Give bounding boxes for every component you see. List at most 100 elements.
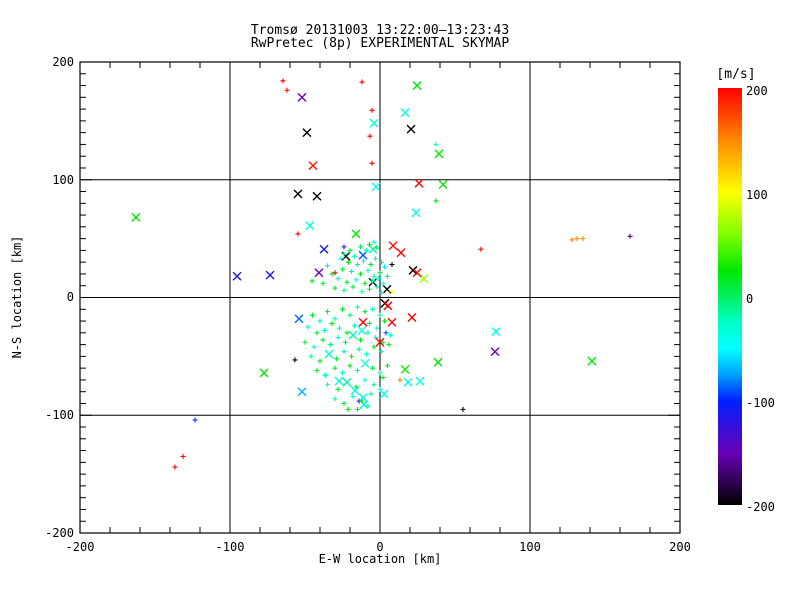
echo-point-plus (358, 271, 363, 277)
plot-title-line1: Tromsø 20131003 13:22:00–13:23:43 (250, 23, 510, 38)
echo-point-plus (345, 406, 351, 412)
echo-point-plus (382, 318, 387, 324)
echo-point-plus (341, 251, 347, 257)
echo-point-plus (382, 264, 387, 270)
echo-point-plus (341, 244, 347, 250)
echo-point-plus (305, 324, 311, 330)
echo-point-x (294, 314, 304, 324)
echo-point-x (375, 337, 385, 347)
echo-point-plus (355, 262, 360, 268)
echo-point-plus (385, 363, 390, 369)
echo-point-x (414, 178, 424, 188)
colorbar-tick-label: 100 (746, 188, 768, 202)
echo-point-x (259, 368, 269, 378)
echo-point-plus (332, 270, 338, 276)
echo-point-plus (379, 259, 384, 265)
echo-point-plus (389, 262, 395, 268)
echo-point-plus (332, 316, 338, 322)
echo-point-plus (358, 244, 363, 250)
echo-point-plus (314, 368, 320, 374)
echo-point-x (407, 313, 417, 323)
y-tick-label: 200 (52, 55, 74, 69)
echo-point-plus (325, 382, 330, 388)
echo-point-plus (367, 242, 372, 248)
echo-point-plus (365, 267, 371, 273)
y-tick-label: -200 (45, 526, 74, 540)
echo-point-plus (380, 280, 386, 286)
echo-point-plus (353, 384, 359, 390)
echo-point-x (387, 317, 397, 327)
echo-point-plus (302, 339, 308, 345)
echo-point-x (415, 376, 425, 386)
scatter-points (131, 78, 633, 470)
echo-point-plus (368, 262, 374, 268)
echo-point-plus (346, 259, 351, 265)
y-tick-label: 0 (66, 290, 74, 304)
echo-point-x (587, 356, 597, 366)
echo-point-plus (478, 246, 484, 252)
echo-point-plus (374, 325, 380, 331)
echo-point-plus (347, 247, 353, 253)
echo-point-x (348, 330, 358, 340)
echo-point-plus (358, 337, 363, 343)
echo-point-plus (349, 269, 354, 275)
echo-point-x (368, 244, 378, 254)
echo-point-plus (347, 363, 353, 369)
echo-point-plus (377, 386, 383, 392)
echo-point-plus (377, 270, 383, 276)
echo-point-x (312, 191, 322, 201)
echo-point-plus (325, 309, 330, 315)
echo-point-plus (376, 276, 381, 282)
colorbar-tick-label: -200 (746, 500, 775, 514)
echo-point-plus (192, 417, 198, 423)
echo-point-plus (388, 332, 393, 338)
echo-point-plus (355, 368, 360, 374)
echo-point-plus (460, 406, 466, 412)
echo-point-plus (362, 309, 368, 315)
echo-point-plus (325, 263, 330, 269)
echo-point-plus (386, 342, 392, 348)
echo-point-x (396, 248, 406, 258)
echo-point-plus (380, 339, 386, 345)
echo-point-plus (314, 330, 320, 336)
echo-point-x (314, 268, 324, 278)
echo-point-plus (370, 365, 375, 371)
echo-point-x (232, 271, 242, 281)
echo-point-plus (328, 342, 333, 348)
echo-point-plus (337, 325, 342, 331)
echo-point-plus (332, 285, 338, 291)
echo-point-plus (627, 233, 633, 239)
echo-point-plus (389, 289, 395, 295)
echo-point-plus (317, 358, 323, 364)
echo-point-plus (284, 87, 290, 93)
echo-point-x (406, 124, 416, 134)
echo-point-plus (362, 280, 368, 286)
echo-point-plus (433, 198, 439, 204)
echo-point-plus (370, 278, 375, 284)
echo-point-plus (335, 276, 341, 282)
echo-point-x (383, 301, 393, 311)
echo-point-plus (377, 312, 383, 318)
echo-point-plus (369, 160, 375, 166)
y-tick-label: -100 (45, 408, 74, 422)
echo-point-x (302, 128, 312, 138)
echo-point-plus (332, 396, 338, 402)
echo-point-plus (353, 277, 359, 283)
echo-point-plus (356, 346, 362, 352)
echo-point-x (297, 92, 307, 102)
echo-point-plus (371, 239, 377, 245)
echo-point-x (358, 317, 368, 327)
echo-point-plus (569, 237, 575, 243)
echo-point-x (388, 241, 398, 251)
echo-point-plus (344, 279, 350, 285)
echo-point-x (342, 377, 352, 387)
echo-point-plus (322, 327, 327, 333)
echo-point-plus (343, 339, 348, 345)
echo-point-x (411, 208, 421, 218)
echo-point-plus (335, 335, 341, 341)
echo-point-plus (355, 304, 360, 310)
echo-point-plus (380, 375, 386, 381)
echo-point-x (319, 244, 329, 254)
echo-point-plus (320, 280, 326, 286)
